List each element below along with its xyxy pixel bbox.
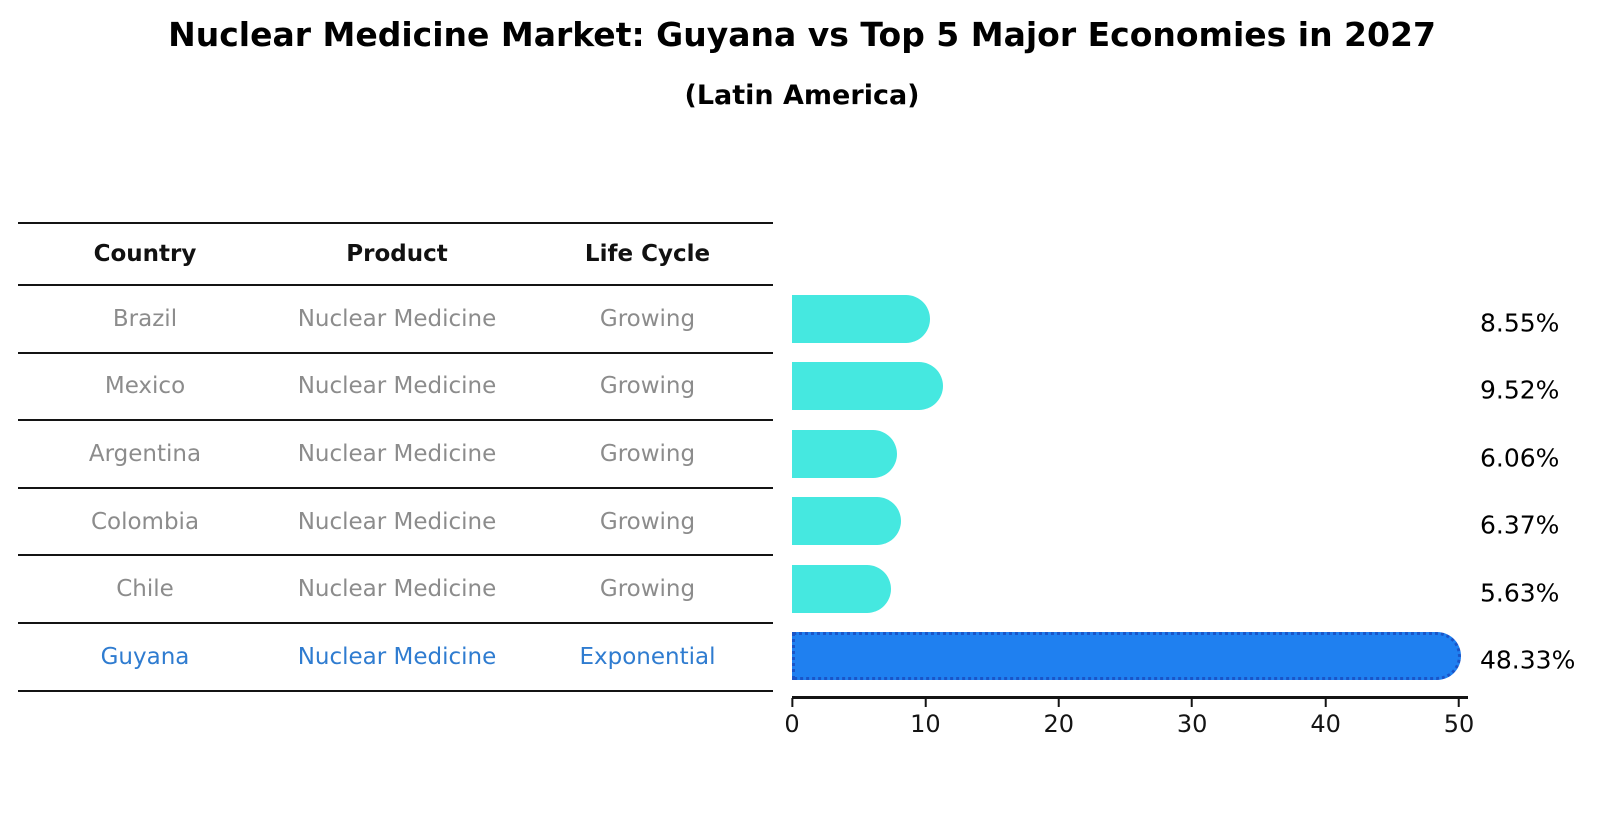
table-cell-life-cycle: Growing xyxy=(599,373,696,400)
bar-row-guyana: 48.33% xyxy=(792,632,1575,681)
x-axis-line xyxy=(792,696,1468,699)
table-cell-life-cycle: Growing xyxy=(599,305,696,332)
table-cell-product: Nuclear Medicine xyxy=(297,643,497,670)
bar-row-chile: 5.63% xyxy=(792,564,1559,613)
table-header-life-cycle: Life Cycle xyxy=(584,241,711,267)
table-cell-country: Chile xyxy=(116,576,174,603)
table-row-argentina: Argentina Nuclear Medicine Growing xyxy=(18,421,773,489)
bar-row-mexico: 9.52% xyxy=(792,362,1559,411)
table-cell-country: Argentina xyxy=(88,440,202,467)
table-header-row: Country Product Life Cycle xyxy=(18,224,773,286)
table-cell-life-cycle: Growing xyxy=(599,508,696,535)
bar-value-label-colombia: 6.37% xyxy=(1480,510,1560,540)
bar-colombia xyxy=(792,497,901,546)
table-cell-product: Nuclear Medicine xyxy=(297,508,497,535)
bar-value-label-brazil: 8.55% xyxy=(1480,308,1560,337)
table-row-mexico: Mexico Nuclear Medicine Growing xyxy=(18,354,773,422)
x-axis-tick-20: 20 xyxy=(1044,698,1074,738)
table-cell-country: Guyana xyxy=(100,643,190,670)
bar-row-argentina: 6.06% xyxy=(792,429,1559,478)
x-axis-tick-40: 40 xyxy=(1310,698,1341,738)
bar-value-label-chile: 5.63% xyxy=(1480,578,1560,608)
bar-value-label-mexico: 9.52% xyxy=(1480,375,1560,405)
table-row-colombia: Colombia Nuclear Medicine Growing xyxy=(18,489,773,557)
table-cell-life-cycle: Exponential xyxy=(579,643,716,670)
table-row-chile: Chile Nuclear Medicine Growing xyxy=(18,556,773,624)
bar-guyana xyxy=(792,632,1461,681)
bar-chart-plot-area: 8.55% 9.52% 6.06% 6.37% 5.63% 48.33% xyxy=(792,294,1575,701)
table-cell-product: Nuclear Medicine xyxy=(297,576,497,603)
table-cell-product: Nuclear Medicine xyxy=(297,440,497,467)
bar-row-brazil: 8.55% xyxy=(792,294,1559,343)
bar-value-label-guyana: 48.33% xyxy=(1480,645,1576,675)
bar-chile xyxy=(792,564,892,613)
x-axis-tick-50: 50 xyxy=(1444,698,1474,738)
table-header-country: Country xyxy=(93,241,197,267)
comparison-table: Country Product Life Cycle Brazil Nuclea… xyxy=(18,222,773,692)
table-header-product: Product xyxy=(346,241,448,267)
chart-title: Nuclear Medicine Market: Guyana vs Top 5… xyxy=(168,15,1436,54)
chart-subtitle: (Latin America) xyxy=(684,80,920,111)
bar-row-colombia: 6.37% xyxy=(792,497,1559,546)
x-axis-tick-0: 0 xyxy=(784,698,800,738)
bar-brazil xyxy=(792,294,931,343)
bar-argentina xyxy=(792,429,897,478)
table-cell-country: Colombia xyxy=(90,508,200,535)
bar-value-label-argentina: 6.06% xyxy=(1480,443,1560,473)
table-row-guyana: Guyana Nuclear Medicine Exponential xyxy=(18,624,773,692)
x-axis-tick-10: 10 xyxy=(910,698,941,738)
x-axis-tick-30: 30 xyxy=(1177,698,1207,738)
table-cell-country: Brazil xyxy=(112,305,178,332)
table-cell-product: Nuclear Medicine xyxy=(297,373,497,400)
table-cell-product: Nuclear Medicine xyxy=(297,305,497,332)
bar-mexico xyxy=(792,362,943,411)
x-axis-ticks: 0 10 20 30 40 50 xyxy=(784,698,1474,748)
table-row-brazil: Brazil Nuclear Medicine Growing xyxy=(18,286,773,354)
table-cell-life-cycle: Growing xyxy=(599,576,696,603)
table-cell-country: Mexico xyxy=(104,373,186,400)
table-cell-life-cycle: Growing xyxy=(599,440,696,467)
